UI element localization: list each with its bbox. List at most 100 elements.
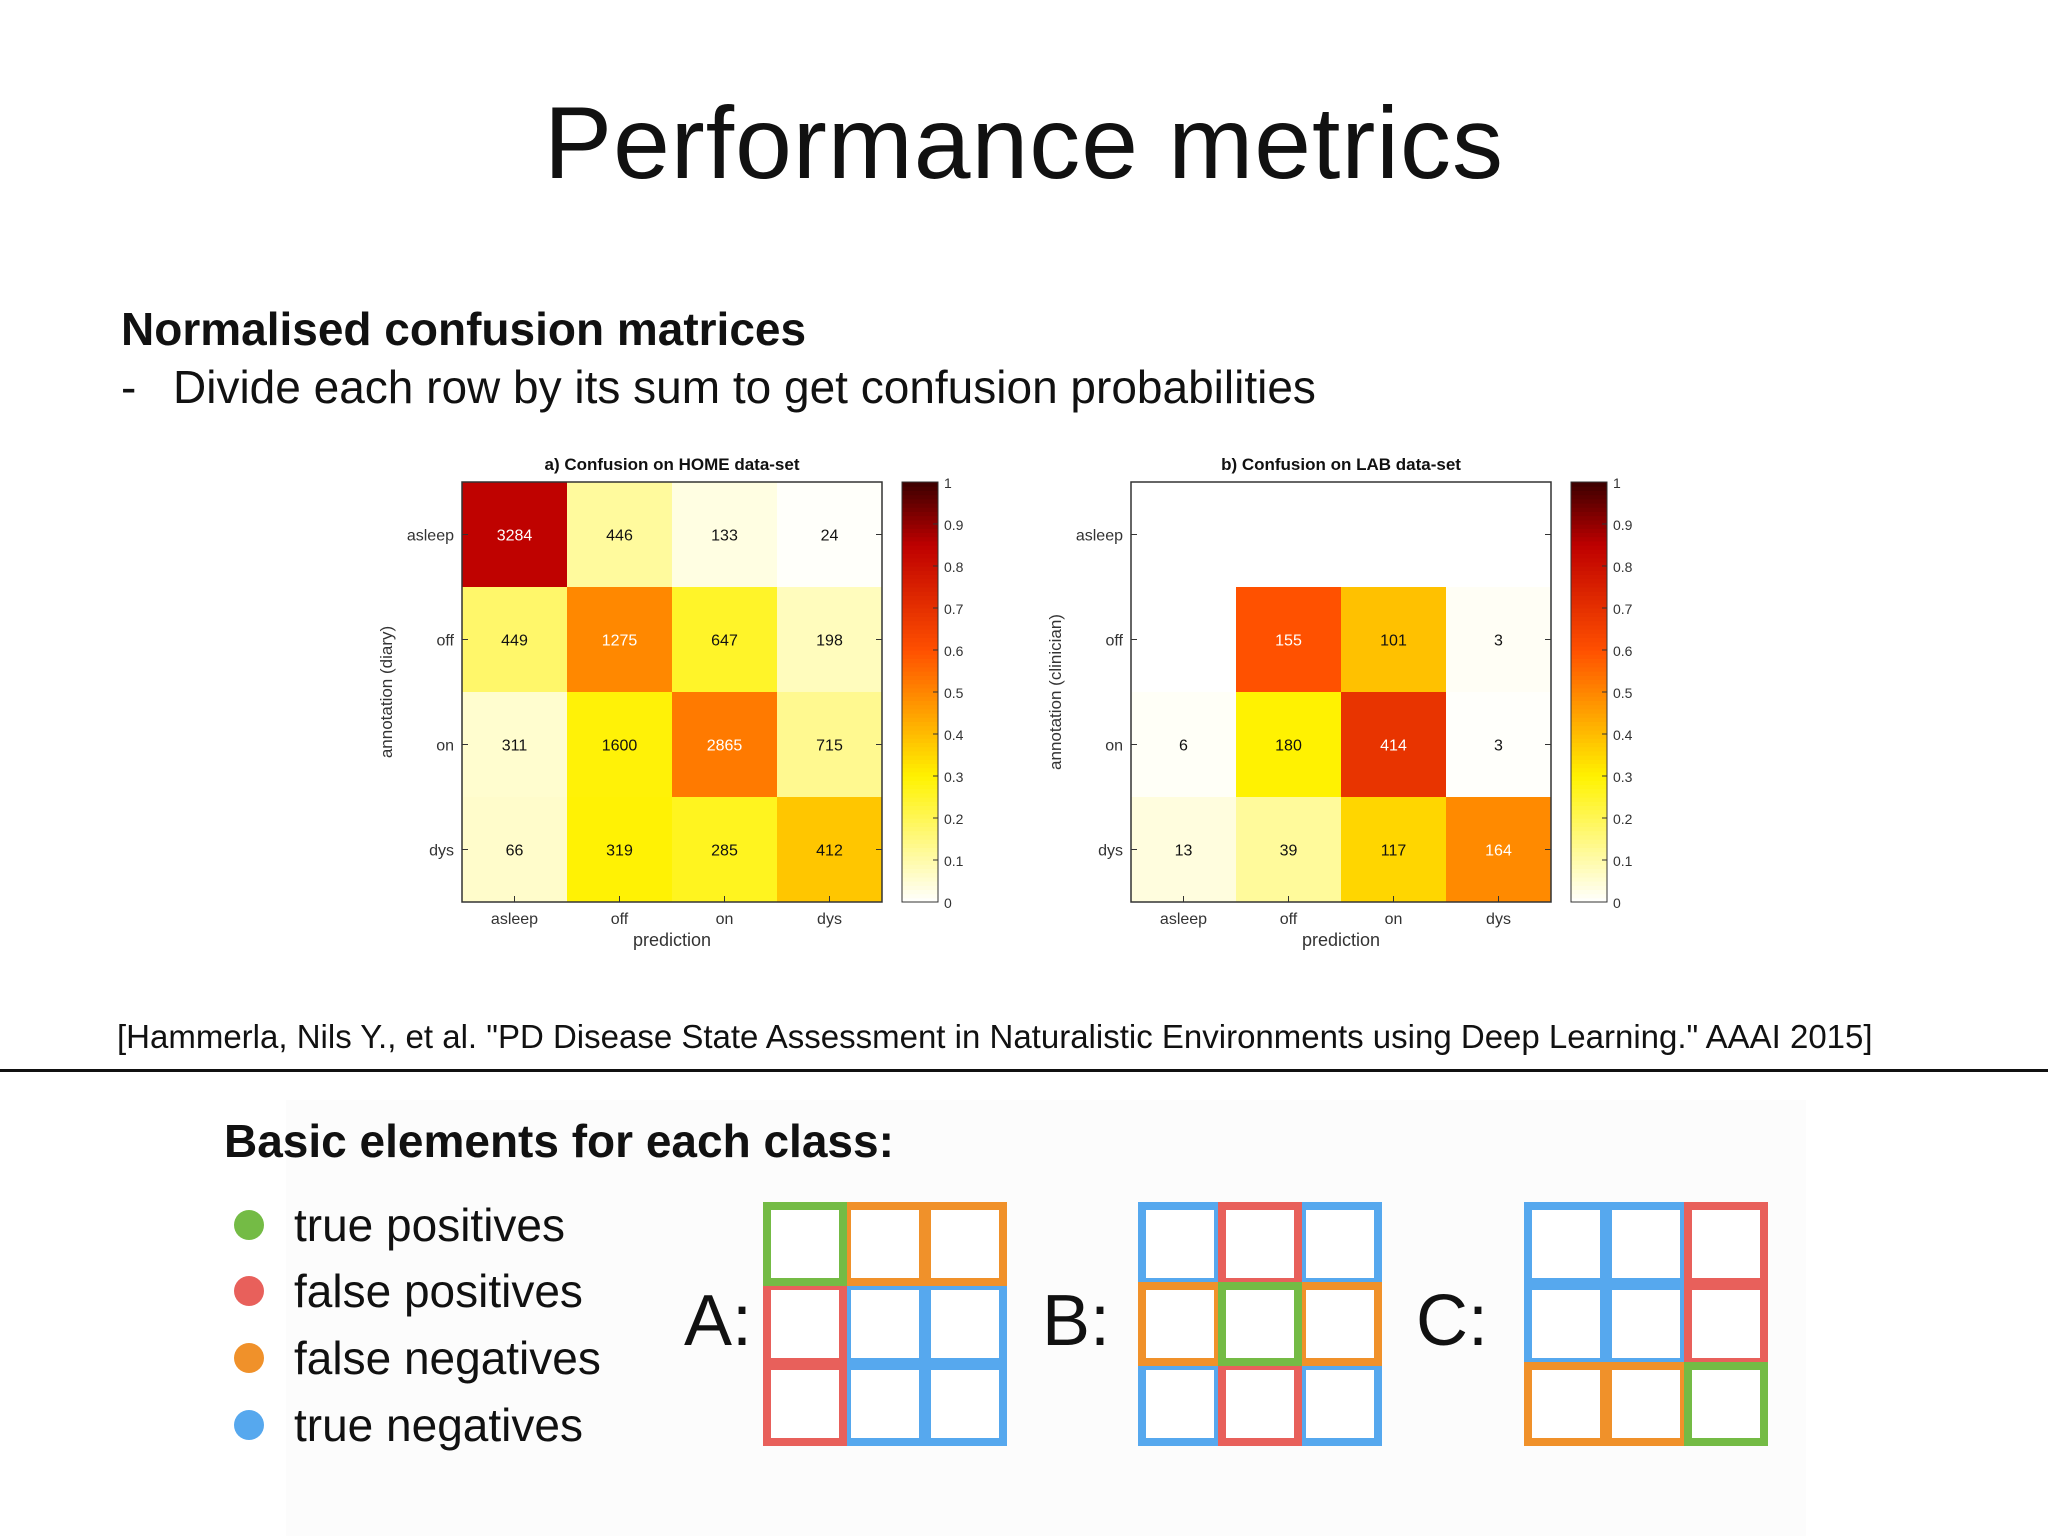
- colorbar-tick-label: 0.9: [1613, 517, 1633, 533]
- x-tick-label: off: [611, 911, 629, 928]
- colorbar-segment: [1571, 851, 1607, 857]
- colorbar-tick-label: 0.5: [1613, 685, 1633, 701]
- colorbar-segment: [902, 738, 938, 743]
- colorbar-segment: [1571, 545, 1607, 550]
- cell-value-label: 133: [711, 528, 738, 545]
- colorbar-segment: [902, 776, 938, 781]
- colorbar-segment: [1571, 767, 1607, 773]
- colorbar-tick-label: 0.6: [944, 643, 964, 659]
- chart-title: b) Confusion on LAB data-set: [1221, 455, 1461, 474]
- colorbar-segment: [902, 641, 938, 647]
- colorbar-segment: [1571, 834, 1607, 840]
- colorbar-segment: [1571, 876, 1607, 882]
- matrix-cell-tn: [1524, 1202, 1608, 1286]
- citation: [Hammerla, Nils Y., et al. "PD Disease S…: [117, 1018, 1873, 1055]
- heatmap-cell: [777, 587, 883, 693]
- colorbar-segment: [1571, 784, 1607, 790]
- colorbar-segment: [902, 801, 938, 806]
- colorbar-segment: [1571, 603, 1607, 609]
- heatmap-cell: [567, 482, 673, 588]
- matrix-cell-tp: [763, 1202, 847, 1286]
- cell-value-label: 3: [1494, 633, 1503, 650]
- heatmap-cell: [1236, 587, 1342, 693]
- colorbar-segment: [1571, 574, 1607, 580]
- colorbar-segment: [902, 629, 938, 634]
- y-tick-label: dys: [1098, 843, 1123, 860]
- colorbar-segment: [1571, 578, 1607, 584]
- colorbar-segment: [1571, 608, 1607, 613]
- bullet-point: - Divide each row by its sum to get confu…: [121, 360, 1316, 414]
- matrix-a-label: A:: [684, 1281, 753, 1361]
- colorbar-segment: [1571, 843, 1607, 848]
- y-tick-label: on: [436, 738, 454, 755]
- colorbar-segment: [1571, 629, 1607, 634]
- y-axis-label: annotation (clinician): [1046, 614, 1065, 770]
- cell-value-label: 3: [1494, 738, 1503, 755]
- cell-value-label: 446: [606, 528, 633, 545]
- legend-item-false-positives: false positives: [234, 1261, 583, 1321]
- colorbar-tick-label: 0.1: [944, 853, 964, 869]
- chart-title: a) Confusion on HOME data-set: [545, 455, 800, 474]
- heatmap-cell: [672, 797, 778, 903]
- colorbar-segment: [1571, 654, 1607, 659]
- colorbar-segment: [902, 864, 938, 869]
- colorbar-segment: [1571, 519, 1607, 525]
- heatmap-cell: [672, 692, 778, 798]
- colorbar-segment: [902, 616, 938, 622]
- colorbar-segment: [902, 595, 938, 601]
- true-negatives-dot-icon: [234, 1410, 264, 1440]
- legend-label: true positives: [294, 1199, 566, 1251]
- matrix-cell-tn: [1298, 1202, 1382, 1286]
- colorbar-segment: [1571, 549, 1607, 554]
- matrix-cell-tn: [1604, 1282, 1688, 1366]
- colorbar-segment: [1571, 494, 1607, 500]
- heatmap-cell: [1446, 797, 1552, 903]
- cell-value-label: 164: [1485, 843, 1512, 860]
- section-heading: Normalised confusion matrices: [121, 303, 807, 355]
- matrix-cell-tn: [1298, 1362, 1382, 1446]
- colorbar-segment: [902, 860, 938, 865]
- divider: [0, 1069, 2048, 1072]
- heatmap-cell: [1341, 797, 1447, 903]
- heatmap-cell: [1446, 692, 1552, 798]
- colorbar-segment: [1571, 763, 1607, 769]
- colorbar-segment: [902, 490, 938, 496]
- heatmap-cell: [1341, 587, 1447, 693]
- x-tick-label: off: [1280, 911, 1298, 928]
- colorbar-segment: [1571, 540, 1607, 546]
- heatmap-cell: [462, 587, 568, 693]
- colorbar-segment: [902, 742, 938, 748]
- cell-value-label: 647: [711, 633, 738, 650]
- colorbar-segment: [902, 725, 938, 731]
- colorbar-tick-label: 0.2: [1613, 811, 1633, 827]
- colorbar-segment: [1571, 641, 1607, 647]
- colorbar-segment: [1571, 847, 1607, 853]
- colorbar-segment: [902, 519, 938, 525]
- colorbar-segment: [1571, 498, 1607, 504]
- colorbar-tick-label: 0.5: [944, 685, 964, 701]
- colorbar-segment: [1571, 532, 1607, 538]
- colorbar-segment: [902, 868, 938, 874]
- colorbar-segment: [902, 587, 938, 592]
- cell-value-label: 2865: [707, 738, 743, 755]
- colorbar-segment: [902, 612, 938, 617]
- colorbar-segment: [1571, 788, 1607, 794]
- cell-value-label: 311: [502, 738, 528, 755]
- matrix-cell-tn: [843, 1282, 927, 1366]
- matrix-cell-fn: [1138, 1282, 1222, 1366]
- colorbar-segment: [902, 582, 938, 588]
- x-tick-label: asleep: [1160, 911, 1207, 928]
- cell-value-label: 1275: [602, 633, 638, 650]
- matrix-c: [1524, 1202, 1768, 1446]
- colorbar-segment: [1571, 864, 1607, 869]
- colorbar-segment: [902, 813, 938, 819]
- colorbar-segment: [1571, 872, 1607, 878]
- colorbar-segment: [902, 780, 938, 785]
- colorbar-segment: [902, 557, 938, 563]
- plot-frame: [1130, 481, 1552, 903]
- cell-value-label: 412: [816, 843, 843, 860]
- legend-item-true-positives: true positives: [234, 1195, 565, 1255]
- cell-value-label: 180: [1275, 738, 1302, 755]
- legend-label: false negatives: [294, 1332, 601, 1384]
- colorbar-tick-label: 0.9: [944, 517, 964, 533]
